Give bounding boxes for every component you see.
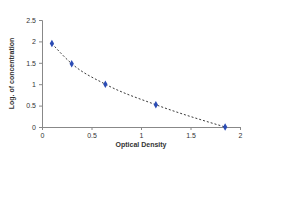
tick: 1 (32, 81, 42, 88)
tick-mark (39, 63, 42, 64)
tick: 1.5 (186, 127, 196, 139)
tick-label: 0.5 (26, 102, 36, 109)
point (70, 60, 74, 67)
tick-label: 2 (239, 132, 243, 139)
tick-label: 0 (41, 132, 45, 139)
plot: 0 0.5 1 1.5 2 0 0.5 1 1.5 2 2.5 Optical Density Log.… (8, 17, 243, 149)
tick: 0 (32, 124, 42, 131)
axis-line (43, 128, 241, 131)
tick: 1 (140, 127, 144, 139)
tick: 0 (41, 127, 45, 139)
point (50, 40, 54, 47)
tick: 2 (239, 127, 243, 139)
tick-mark (92, 127, 93, 130)
tick-label: 2 (32, 38, 36, 45)
tick-mark (141, 127, 142, 130)
point (154, 101, 158, 108)
tick-mark (39, 41, 42, 42)
tick: 0.5 (87, 127, 97, 139)
tick-mark (240, 127, 241, 130)
tick: 1.5 (26, 60, 42, 67)
axis-line (39, 21, 43, 128)
tick-label: 2.5 (26, 17, 36, 24)
tick-label: 1.5 (26, 60, 36, 67)
tick-mark (39, 127, 42, 128)
tick: 2.5 (26, 17, 42, 24)
point (103, 80, 107, 87)
tick-mark (191, 127, 192, 130)
x-axis-title: Optical Density (116, 141, 167, 149)
tick-mark (39, 106, 42, 107)
tick-label: 1 (32, 81, 36, 88)
tick: 2 (32, 38, 42, 45)
y-axis: 0 0.5 1 1.5 2 2.5 (26, 17, 42, 131)
point (223, 123, 227, 130)
tick-mark (39, 20, 42, 21)
x-axis: 0 0.5 1 1.5 2 (41, 127, 243, 139)
curve (52, 44, 225, 127)
tick-label: 0 (32, 124, 36, 131)
tick: 0.5 (26, 102, 42, 109)
tick-label: 1.5 (186, 132, 196, 139)
tick-label: 0.5 (87, 132, 97, 139)
chart: 0 0.5 1 1.5 2 0 0.5 1 1.5 2 2.5 Optical Density Log.… (0, 0, 300, 200)
tick-mark (39, 84, 42, 85)
y-axis-title: Log. of concentration (8, 38, 16, 110)
marks (50, 40, 228, 131)
tick-label: 1 (140, 132, 144, 139)
